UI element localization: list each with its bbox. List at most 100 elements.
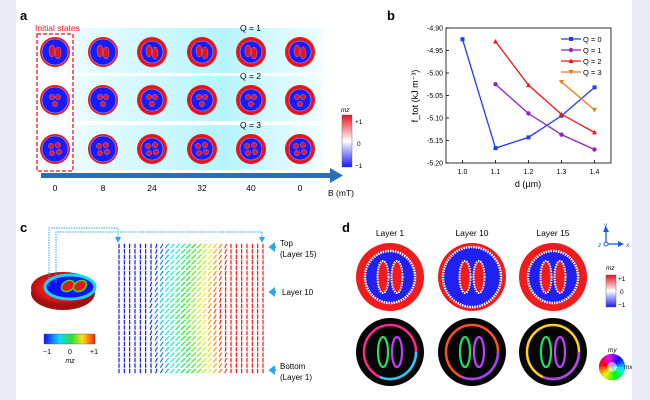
spin-arrow	[191, 308, 197, 314]
spin-arrow	[149, 281, 153, 287]
spin-arrow	[169, 314, 175, 320]
spin-arrow	[196, 248, 202, 255]
spin-arrow	[191, 281, 197, 287]
x-tick-label: 1.0	[458, 169, 468, 176]
spin-arrow	[169, 346, 175, 352]
legend-marker	[568, 58, 574, 63]
spin-arrow	[196, 314, 202, 320]
spin-arrow	[207, 297, 212, 303]
spin-arrow	[213, 314, 217, 320]
spin-arrow	[218, 276, 222, 282]
spin-arrow	[175, 324, 181, 331]
spin-arrow	[154, 292, 159, 298]
spin-arrow	[185, 270, 191, 276]
skyrmion-bag-disk	[137, 37, 167, 67]
spin-arrow	[207, 363, 213, 369]
spin-arrow	[201, 362, 207, 369]
series-line	[494, 41, 595, 133]
spin-arrow	[207, 335, 212, 341]
spin-arrow	[155, 368, 158, 374]
skyrmion-bag-disk	[187, 85, 217, 115]
spin-arrow	[154, 308, 159, 314]
spin-arrow	[196, 352, 202, 358]
spin-arrow	[219, 319, 222, 325]
data-point	[559, 80, 564, 85]
spin-arrow	[207, 243, 213, 249]
spin-arrow	[169, 259, 175, 265]
cb-d-tick: −1	[618, 302, 626, 309]
spin-arrow	[202, 314, 207, 320]
spin-arrow	[185, 346, 191, 352]
field-tick: 0	[53, 183, 58, 193]
spin-arrow	[207, 346, 212, 352]
x-tick-label: 1.1	[491, 169, 501, 176]
spin-arrow	[154, 346, 158, 352]
spin-arrow	[224, 368, 228, 374]
spin-arrow	[185, 368, 191, 374]
spin-arrow	[159, 314, 164, 320]
spin-arrow	[164, 276, 170, 282]
spin-arrow	[201, 265, 207, 271]
y-tick-label: -4.90	[427, 26, 443, 33]
spin-arrow	[164, 259, 170, 265]
spin-arrow	[169, 286, 175, 293]
spin-arrow	[169, 363, 175, 369]
spin-arrow	[169, 319, 175, 325]
spin-arrow	[149, 336, 153, 341]
field-tick: 32	[197, 183, 207, 193]
figure-canvas: a Initial states Q = 1 Q = 2 Q = 3 0 8 24 32 4…	[20, 8, 632, 386]
figure: a Initial states Q = 1 Q = 2 Q = 3 0 8 24 32 4…	[16, 0, 632, 400]
spin-arrow	[180, 352, 186, 358]
skyrmion-bag-disk	[285, 85, 315, 115]
spin-arrow	[159, 341, 164, 347]
panel-b-label: b	[387, 8, 395, 23]
spin-arrow	[175, 346, 181, 352]
spin-arrow	[212, 259, 218, 265]
x-tick-label: 1.2	[524, 169, 534, 176]
legend-marker	[568, 70, 574, 75]
spin-arrow	[196, 292, 202, 298]
skyrmion-bag-disk	[137, 85, 167, 115]
panel-a-label: a	[20, 8, 28, 23]
spin-arrow	[213, 303, 217, 309]
spin-arrow	[180, 270, 186, 276]
field-axis-label: B (mT)	[328, 188, 354, 198]
spin-arrow	[154, 281, 159, 287]
spin-arrow	[201, 259, 207, 265]
spin-arrow	[159, 303, 164, 309]
spin-arrow	[207, 303, 212, 309]
cb-c-tick: −1	[43, 349, 51, 356]
spin-arrow	[164, 254, 170, 260]
spin-arrow	[164, 292, 170, 298]
spin-arrow	[196, 319, 202, 325]
spin-arrow	[202, 319, 207, 325]
spin-arrow	[180, 303, 186, 309]
top-label: Top	[280, 239, 293, 248]
field-axis-arrow	[41, 173, 333, 178]
data-point	[559, 111, 564, 117]
panel-c: c Top (Layer 15) Layer 10 Bottom (Layer …	[20, 220, 317, 382]
spin-arrow	[202, 308, 207, 314]
spin-arrow	[196, 270, 202, 276]
spin-arrow	[196, 362, 202, 369]
spin-arrow	[191, 303, 197, 309]
spin-arrow	[180, 281, 186, 287]
data-point	[592, 147, 597, 152]
spin-arrow	[185, 243, 191, 249]
spin-arrow	[212, 346, 218, 352]
spin-arrow	[155, 243, 158, 249]
spin-arrow	[185, 276, 191, 282]
skyrmion-bag-disk	[137, 134, 167, 164]
spin-arrow	[213, 281, 217, 287]
spin-arrow	[218, 281, 222, 287]
spin-arrow	[159, 346, 164, 352]
mz-disk	[356, 243, 424, 311]
spin-arrow	[175, 303, 181, 309]
in-plane-disk	[519, 318, 587, 386]
spin-arrow	[202, 297, 207, 303]
spin-arrow	[191, 243, 197, 249]
spin-arrow	[159, 270, 164, 276]
spin-arrow	[185, 248, 191, 255]
spin-arrow	[191, 297, 197, 303]
data-point	[592, 129, 597, 135]
